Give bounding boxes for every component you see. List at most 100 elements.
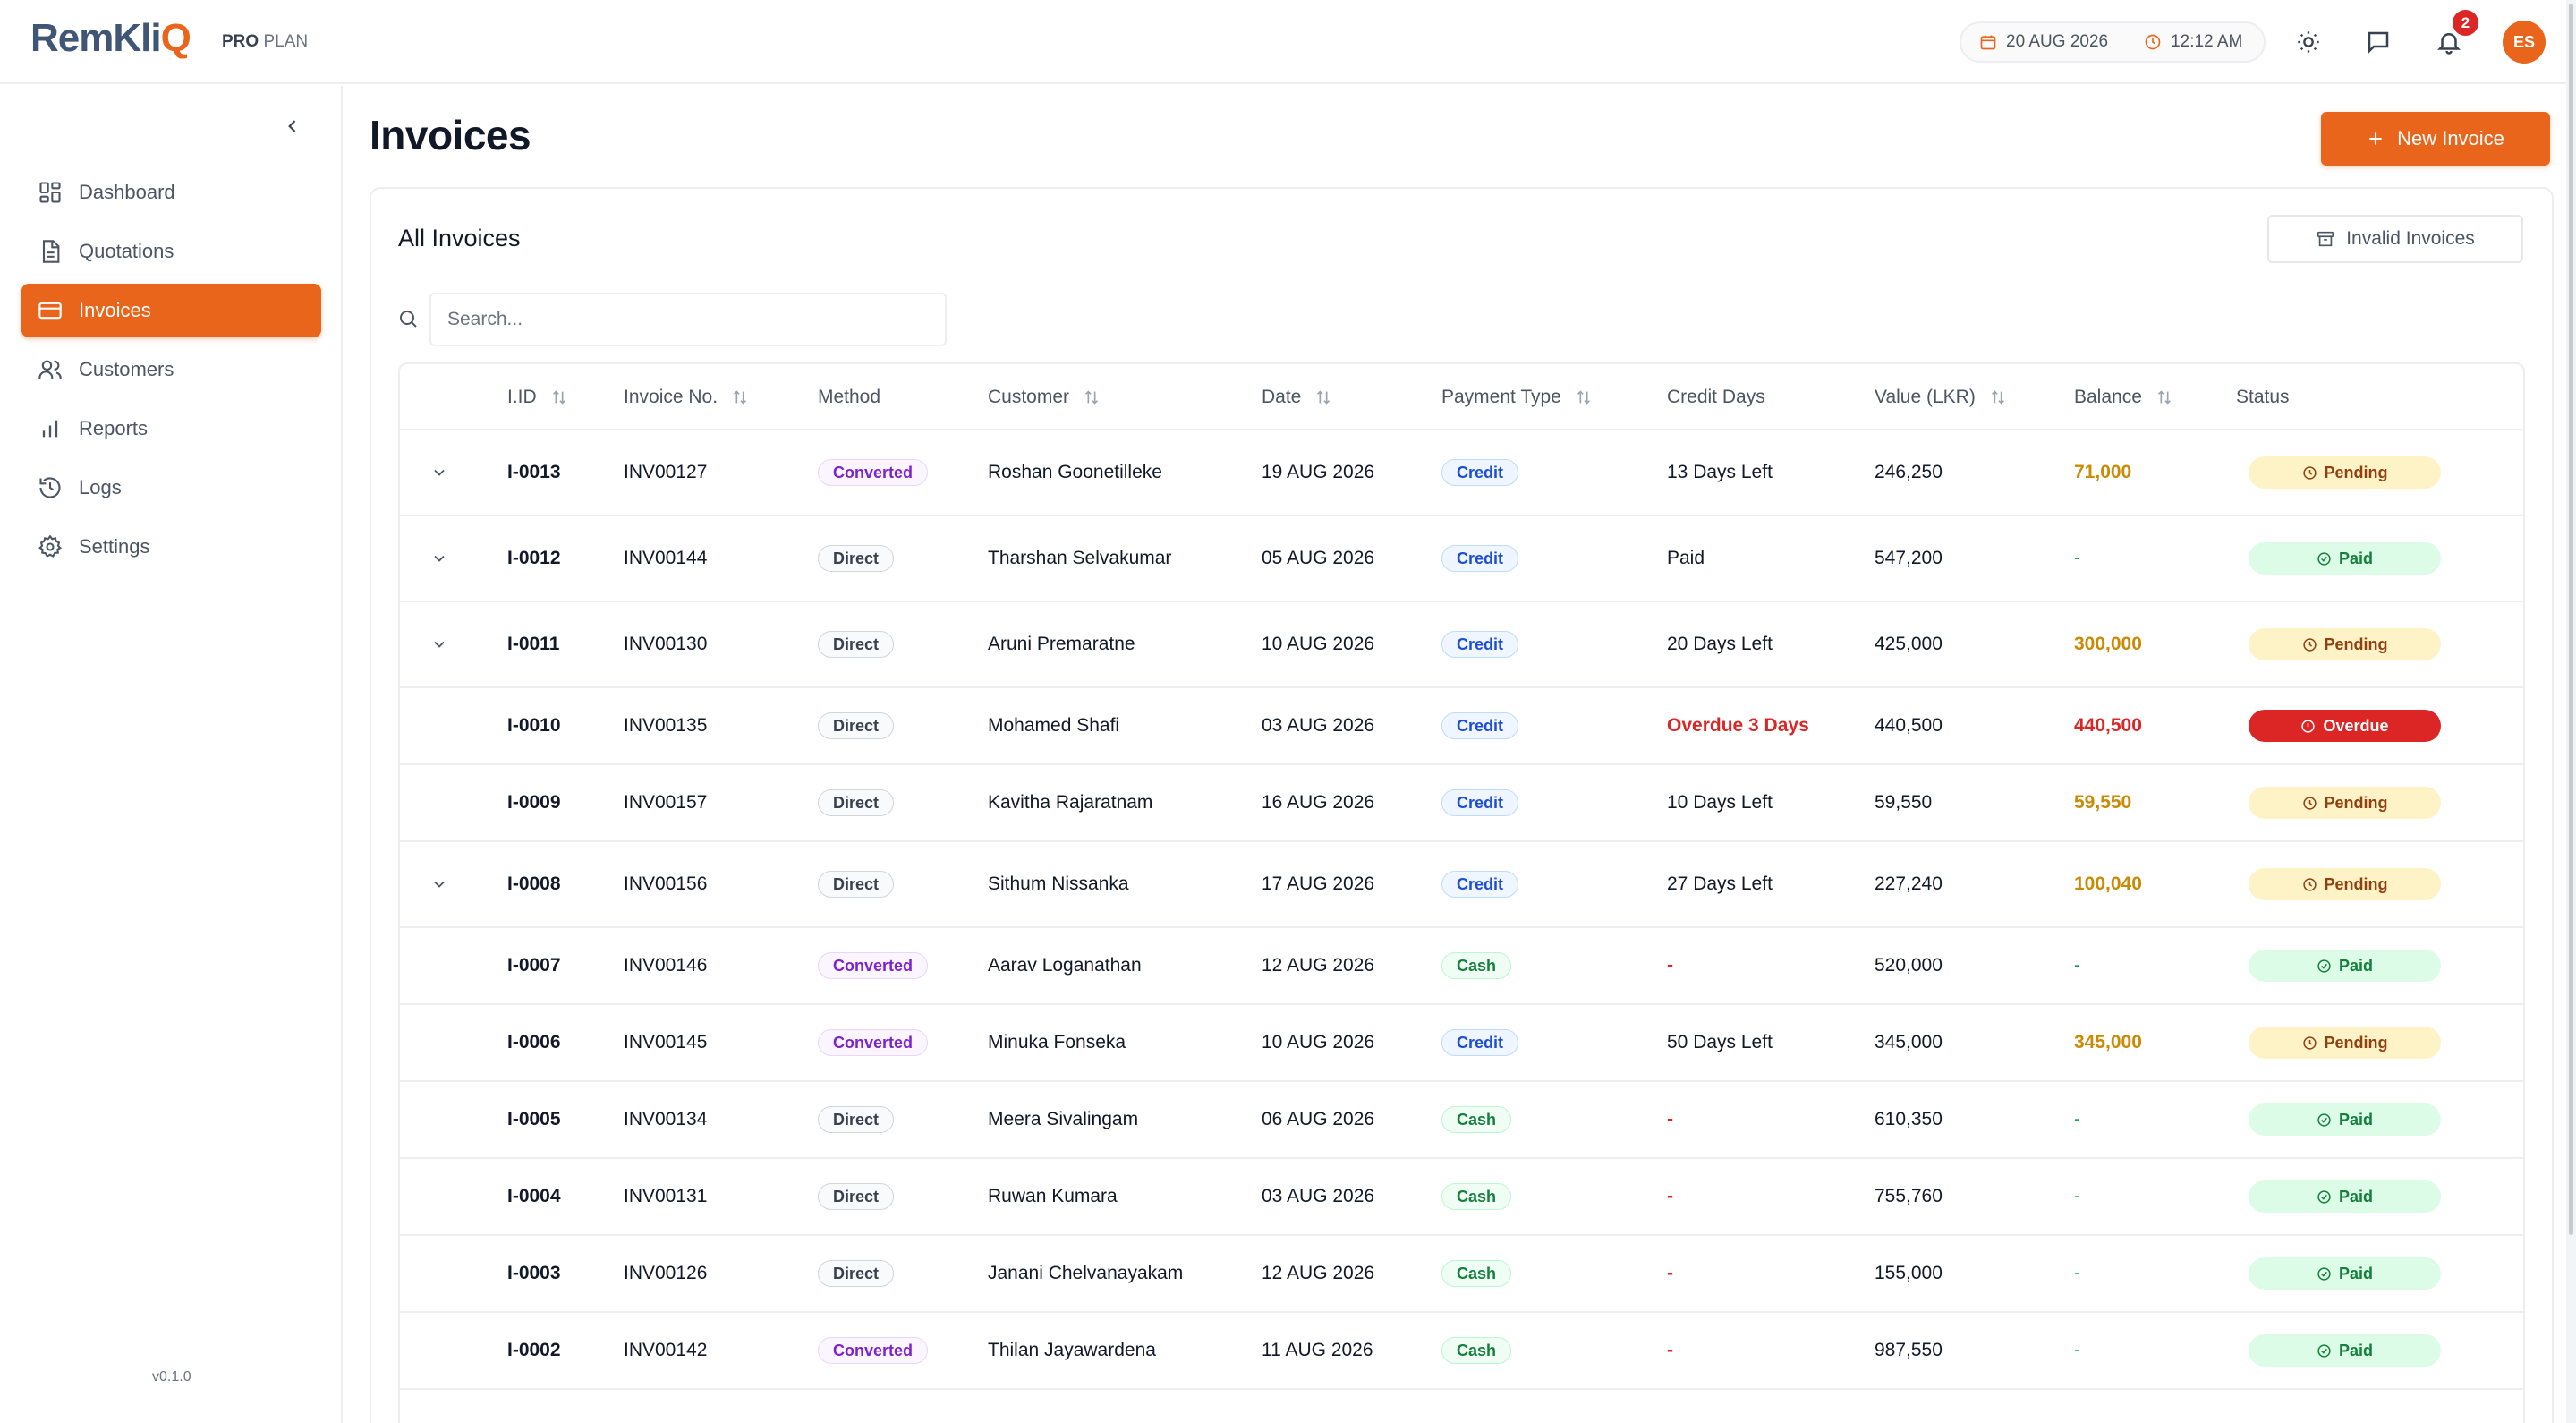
user-avatar[interactable]: ES	[2503, 21, 2546, 64]
sidebar-item-logs[interactable]: Logs	[21, 461, 321, 515]
sidebar-item-invoices[interactable]: Invoices	[21, 284, 321, 337]
invoice-date: 10 AUG 2026	[1262, 634, 1375, 654]
messages-button[interactable]	[2360, 24, 2396, 60]
new-invoice-button[interactable]: New Invoice	[2321, 112, 2550, 166]
plan-tier: PRO	[222, 32, 259, 51]
column-header-date[interactable]: Date	[1262, 364, 1333, 430]
invoice-date: 05 AUG 2026	[1262, 548, 1375, 568]
theme-toggle-button[interactable]	[2291, 24, 2326, 60]
column-header-value[interactable]: Value (LKR)	[1875, 364, 2008, 430]
invoice-number: INV00156	[624, 873, 708, 894]
status-label: Paid	[2338, 1110, 2373, 1129]
invoice-id: I-0004	[507, 1186, 561, 1206]
table-row[interactable]: I-0012 INV00144 Direct Tharshan Selvakumar 0…	[400, 516, 2523, 602]
expand-row-button[interactable]	[430, 516, 448, 601]
sort-icon	[1577, 390, 1590, 405]
method-badge: Converted	[818, 952, 929, 979]
table-row[interactable]: I-0005 INV00134 Direct Meera Sivalingam 06 A…	[400, 1082, 2523, 1159]
check-circle-icon	[2317, 1189, 2331, 1204]
method-badge: Direct	[818, 631, 895, 658]
table-row[interactable]: I-0013 INV00127 Converted Roshan Goonetille…	[400, 430, 2523, 516]
payment-type-badge: Credit	[1441, 631, 1519, 658]
method-cell: Direct	[818, 842, 895, 926]
history-icon	[39, 477, 61, 498]
status-label: Paid	[2338, 549, 2373, 567]
table-row[interactable]: I-0009 INV00157 Direct Kavitha Rajaratnam 16…	[400, 765, 2523, 842]
column-header-iid[interactable]: I.ID	[507, 364, 569, 430]
datetime-display: 20 AUG 2026 12:12 AM	[1960, 21, 2266, 63]
status-badge: Pending	[2249, 787, 2441, 819]
chevron-down-icon	[434, 555, 445, 562]
status-cell: Pending	[2249, 1005, 2441, 1080]
sidebar-item-label: Invoices	[79, 299, 151, 321]
column-header-invoice-no[interactable]: Invoice No.	[624, 364, 750, 430]
method-cell: Direct	[818, 1082, 895, 1157]
table-row[interactable]: I-0011 INV00130 Direct Aruni Premaratne 10 A…	[400, 602, 2523, 688]
customer-name: Tharshan Selvakumar	[988, 548, 1172, 568]
invoice-balance: -	[2074, 548, 2080, 568]
sidebar-item-label: Logs	[79, 476, 122, 498]
credit-days: -	[1667, 1340, 1673, 1360]
status-cell: Paid	[2249, 1236, 2441, 1311]
sidebar-item-reports[interactable]: Reports	[21, 402, 321, 456]
bell-icon	[2436, 33, 2461, 55]
invoice-id: I-0006	[507, 1032, 561, 1052]
column-label: Invoice No.	[624, 387, 718, 407]
table-row[interactable]: I-0006 INV00145 Converted Minuka Fonseka 10 …	[400, 1005, 2523, 1082]
column-label: I.ID	[507, 387, 537, 407]
column-label: Balance	[2074, 387, 2142, 407]
search-input[interactable]	[429, 293, 947, 346]
method-cell: Direct	[818, 1236, 895, 1311]
clock-icon	[2302, 877, 2317, 891]
invoice-balance: 59,550	[2074, 792, 2132, 813]
invoice-id: I-0010	[507, 715, 561, 736]
invoice-id: I-0013	[507, 462, 561, 482]
invalid-invoices-label: Invalid Invoices	[2346, 228, 2475, 249]
page-scrollbar-thumb[interactable]	[2569, 4, 2573, 1235]
plan-word: PLAN	[263, 32, 309, 51]
method-cell: Converted	[818, 1313, 929, 1388]
invoice-date: 03 AUG 2026	[1262, 715, 1375, 736]
archive-icon	[2317, 231, 2334, 247]
column-header-customer[interactable]: Customer	[988, 364, 1101, 430]
customer-name: Roshan Goonetilleke	[988, 462, 1162, 482]
table-row[interactable]: I-0008 INV00156 Direct Sithum Nissanka 17 AU…	[400, 842, 2523, 928]
table-row[interactable]: I-0007 INV00146 Converted Aarav Loganathan 1…	[400, 928, 2523, 1005]
invoice-balance: 71,000	[2074, 462, 2132, 482]
payment-type-badge: Cash	[1441, 1337, 1512, 1364]
column-label: Credit Days	[1667, 387, 1765, 407]
table-row[interactable]: I-0010 INV00135 Direct Mohamed Shafi 03 AUG …	[400, 688, 2523, 765]
invoice-balance: -	[2074, 1109, 2080, 1129]
column-header-balance[interactable]: Balance	[2074, 364, 2174, 430]
customer-name: Thilan Jayawardena	[988, 1340, 1156, 1360]
method-cell: Converted	[818, 1005, 929, 1080]
payment-type-badge: Cash	[1441, 1183, 1512, 1210]
column-header-method: Method	[818, 364, 880, 430]
expand-row-button[interactable]	[430, 602, 448, 686]
invoice-value: 345,000	[1875, 1032, 1943, 1052]
table-row[interactable]: I-0002 INV00142 Converted Thilan Jayawarden…	[400, 1313, 2523, 1390]
invalid-invoices-button[interactable]: Invalid Invoices	[2267, 215, 2523, 263]
method-cell: Converted	[818, 430, 929, 515]
sidebar-item-settings[interactable]: Settings	[21, 520, 321, 574]
table-row[interactable]: I-0004 INV00131 Direct Ruwan Kumara 03 AUG 2…	[400, 1159, 2523, 1236]
brand-logo[interactable]: RemKliQ	[30, 16, 191, 61]
column-label: Payment Type	[1441, 387, 1561, 407]
chevron-down-icon	[434, 469, 445, 476]
method-badge: Converted	[818, 1029, 929, 1056]
notifications-button[interactable]	[2431, 24, 2467, 60]
collapse-sidebar-button[interactable]	[279, 113, 306, 140]
expand-row-button[interactable]	[430, 842, 448, 926]
expand-row-button[interactable]	[430, 430, 448, 515]
sidebar-item-dashboard[interactable]: Dashboard	[21, 166, 321, 219]
sidebar-item-customers[interactable]: Customers	[21, 343, 321, 396]
invoice-balance: 100,040	[2074, 873, 2142, 894]
invoice-date: 19 AUG 2026	[1262, 462, 1375, 482]
table-row[interactable]: I-0003 INV00126 Direct Janani Chelvanayakam…	[400, 1236, 2523, 1313]
payment-type-badge: Cash	[1441, 1260, 1512, 1287]
column-header-payment-type[interactable]: Payment Type	[1441, 364, 1594, 430]
invoice-balance: -	[2074, 1263, 2080, 1283]
sidebar-item-quotations[interactable]: Quotations	[21, 225, 321, 278]
column-label: Customer	[988, 387, 1070, 407]
payment-type-badge: Credit	[1441, 459, 1519, 486]
